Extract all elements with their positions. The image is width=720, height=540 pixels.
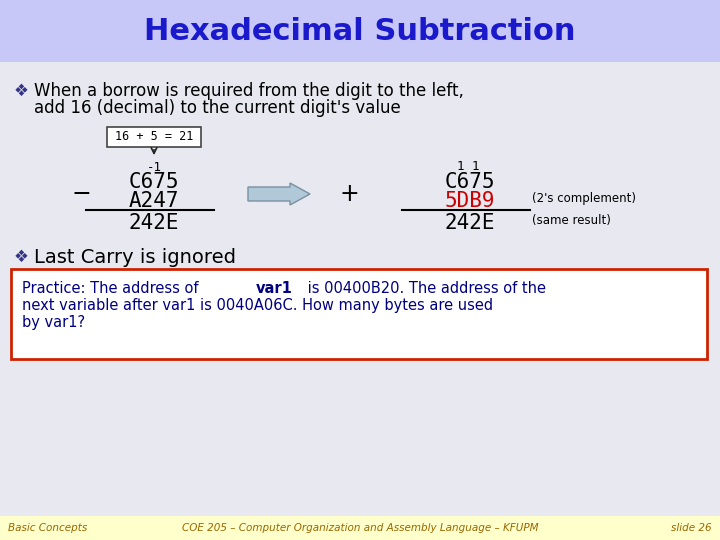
Text: Hexadecimal Subtraction: Hexadecimal Subtraction: [144, 17, 576, 45]
Text: Basic Concepts: Basic Concepts: [8, 523, 87, 533]
Text: next variable after var1 is 0040A06C. How many bytes are used: next variable after var1 is 0040A06C. Ho…: [22, 298, 493, 313]
Text: (2's complement): (2's complement): [532, 192, 636, 205]
Text: 16 + 5 = 21: 16 + 5 = 21: [114, 131, 193, 144]
FancyBboxPatch shape: [11, 269, 707, 359]
Text: add 16 (decimal) to the current digit's value: add 16 (decimal) to the current digit's …: [34, 99, 401, 117]
Text: -1: -1: [146, 161, 161, 174]
Text: 242E: 242E: [445, 213, 495, 233]
Text: slide 26: slide 26: [671, 523, 712, 533]
Text: 1 1: 1 1: [456, 160, 480, 173]
FancyBboxPatch shape: [107, 127, 201, 147]
Text: 242E: 242E: [129, 213, 179, 233]
Text: ❖: ❖: [14, 248, 29, 266]
Text: −: −: [72, 182, 91, 206]
FancyArrow shape: [248, 183, 310, 205]
Text: A247: A247: [129, 191, 179, 211]
Bar: [0, 62, 720, 540]
Text: is 00400B20. The address of the: is 00400B20. The address of the: [303, 281, 546, 296]
Text: C675: C675: [129, 172, 179, 192]
Text: var1: var1: [256, 281, 292, 296]
Text: When a borrow is required from the digit to the left,: When a borrow is required from the digit…: [34, 82, 464, 100]
Text: Practice: The address of: Practice: The address of: [22, 281, 203, 296]
Text: COE 205 – Computer Organization and Assembly Language – KFUPM: COE 205 – Computer Organization and Asse…: [181, 523, 539, 533]
Text: +: +: [340, 182, 360, 206]
Text: (same result): (same result): [532, 214, 611, 227]
Bar: [0, 0, 720, 62]
Text: C675: C675: [445, 172, 495, 192]
Text: 5DB9: 5DB9: [445, 191, 495, 211]
Text: ❖: ❖: [14, 82, 29, 100]
Text: Last Carry is ignored: Last Carry is ignored: [34, 248, 236, 267]
Bar: [0, 516, 720, 540]
Text: by var1?: by var1?: [22, 315, 85, 330]
